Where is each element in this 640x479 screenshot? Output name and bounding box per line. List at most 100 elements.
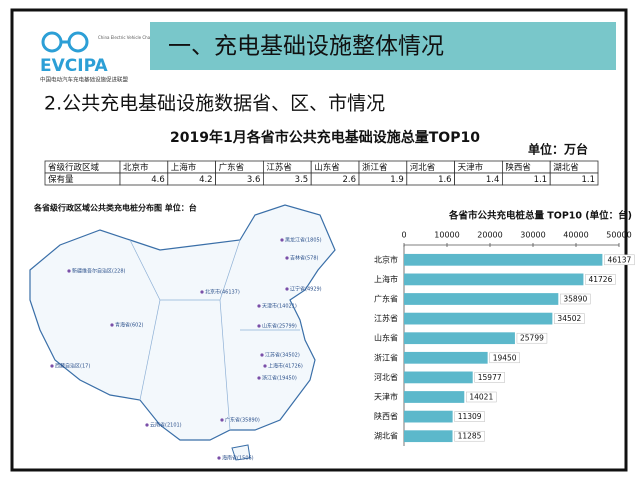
map-label: 黑龙江省(1805): [285, 237, 322, 244]
bar: [404, 293, 559, 305]
map-label: 北京市(46137): [205, 289, 240, 296]
x-tick-label: 0: [401, 231, 406, 240]
map-island: [231, 444, 251, 461]
y-tick-label: 浙江省: [374, 352, 398, 362]
table-cell-text: 1.6: [438, 175, 452, 185]
y-tick-label: 山东省: [374, 333, 398, 343]
map-dot: [257, 376, 261, 380]
table-unit: 单位：万台: [528, 142, 588, 157]
table-cell-text: 保有量: [48, 174, 74, 185]
table-cell-text: 4.2: [199, 175, 213, 185]
table-cell-text: 河北省: [410, 162, 436, 173]
map-dot: [257, 324, 261, 328]
map-label: 云南省(2101): [150, 422, 182, 429]
map-label: 山东省(25799): [262, 323, 297, 330]
table-cell-text: 省级行政区域: [48, 162, 100, 173]
bar: [404, 312, 553, 325]
map-dot: [200, 290, 204, 294]
table-cell-text: 3.6: [247, 175, 261, 185]
value-label-box: [604, 254, 635, 266]
logo-cn: 中国电动汽车充电基础设施促进联盟: [40, 76, 129, 84]
slide-title: 一、充电基础设施整体情况: [168, 34, 444, 60]
x-tick-label: 50000: [606, 231, 631, 240]
table-cell-text: 1.1: [581, 175, 595, 185]
value-label: 15977: [478, 373, 502, 382]
value-label-box: [454, 430, 485, 442]
value-label-box: [474, 372, 505, 383]
map-dot: [285, 256, 289, 260]
map-label: 青海省(602): [115, 322, 143, 329]
table-cell-text: 天津市: [458, 162, 484, 173]
value-label-box: [554, 313, 585, 324]
bar: [404, 351, 488, 364]
y-tick-label: 广东省: [374, 294, 398, 304]
value-label: 41726: [588, 275, 612, 284]
y-tick-label: 上海市: [374, 274, 398, 284]
value-label-box: [560, 293, 591, 305]
map-label: 上海市(41726): [268, 363, 303, 370]
map-borders: [129, 239, 300, 431]
table-title: 2019年1月各省市公共充电基础设施总量TOP10: [170, 129, 480, 146]
x-tick-label: 20000: [477, 231, 502, 240]
x-tick-label: 40000: [563, 231, 588, 240]
table-cell-text: 陕西省: [505, 162, 531, 173]
bar-chart: 0 10000 20000 30000 40000 50000 北京市 46137 上海市 417…: [374, 231, 635, 446]
map: [29, 204, 336, 461]
bar: [404, 410, 453, 423]
value-label: 11285: [458, 432, 482, 441]
value-label-box: [489, 352, 520, 364]
chart-title: 各省市公共充电桩总量 TOP10 (单位：台): [448, 210, 632, 222]
value-label: 34502: [557, 314, 581, 323]
title-banner: [150, 22, 616, 70]
bar: [404, 371, 473, 384]
map-outline: [29, 204, 336, 441]
value-label: 46137: [607, 255, 631, 264]
x-tick-label: 10000: [434, 231, 459, 240]
value-label: 11309: [458, 412, 482, 421]
value-label: 35890: [563, 295, 587, 304]
map-dot: [280, 238, 284, 242]
logo-text: EVCIPA: [40, 56, 108, 76]
table-cell-text: 3.5: [295, 175, 309, 185]
map-label: 新疆维吾尔自治区(228): [72, 268, 125, 275]
subtitle: 2.公共充电基础设施数据省、区、市情况: [44, 93, 385, 115]
bar: [404, 391, 465, 403]
y-tick-label: 天津市: [374, 392, 398, 402]
y-tick-label: 河北省: [374, 372, 398, 382]
table-cell-text: 浙江省: [362, 162, 388, 173]
bar: [404, 430, 453, 443]
table-cell-text: 1.4: [486, 175, 500, 185]
bar: [404, 273, 584, 286]
table-cell-text: 4.6: [151, 175, 165, 185]
map-dot: [217, 456, 221, 460]
map-dot: [260, 353, 264, 357]
y-tick-label: 湖北省: [374, 431, 398, 441]
table-cell-text: 北京市: [123, 162, 149, 173]
value-label: 25799: [520, 334, 544, 343]
map-labels: 新疆维吾尔自治区(228) 黑龙江省(1805) 吉林省(578) 辽宁省(4929)…: [50, 237, 322, 462]
map-label: 广东省(35890): [225, 417, 260, 424]
map-dot: [263, 364, 267, 368]
table-cell-text: 广东省: [219, 162, 245, 173]
map-dot: [110, 323, 114, 327]
y-tick-label: 陕西省: [374, 411, 398, 421]
value-label: 19450: [493, 353, 517, 362]
table-cell-text: 1.1: [534, 175, 548, 185]
map-dot: [145, 423, 149, 427]
map-label: 天津市(14021): [262, 303, 297, 310]
value-label-box: [466, 391, 497, 403]
value-label-box: [585, 274, 616, 285]
map-label: 西藏自治区(17): [55, 363, 90, 370]
table-cell-text: 山东省: [314, 162, 340, 173]
value-label: 14021: [469, 393, 493, 402]
map-label: 浙江省(19450): [262, 375, 297, 382]
table-cell-text: 上海市: [171, 162, 197, 173]
table-cell-text: 江苏省: [266, 162, 292, 173]
value-label-box: [454, 411, 485, 422]
map-label: 江苏省(34502): [265, 352, 300, 359]
y-tick-label: 江苏省: [374, 313, 398, 323]
map-dot: [67, 269, 71, 273]
map-label: 辽宁省(4929): [290, 286, 322, 293]
